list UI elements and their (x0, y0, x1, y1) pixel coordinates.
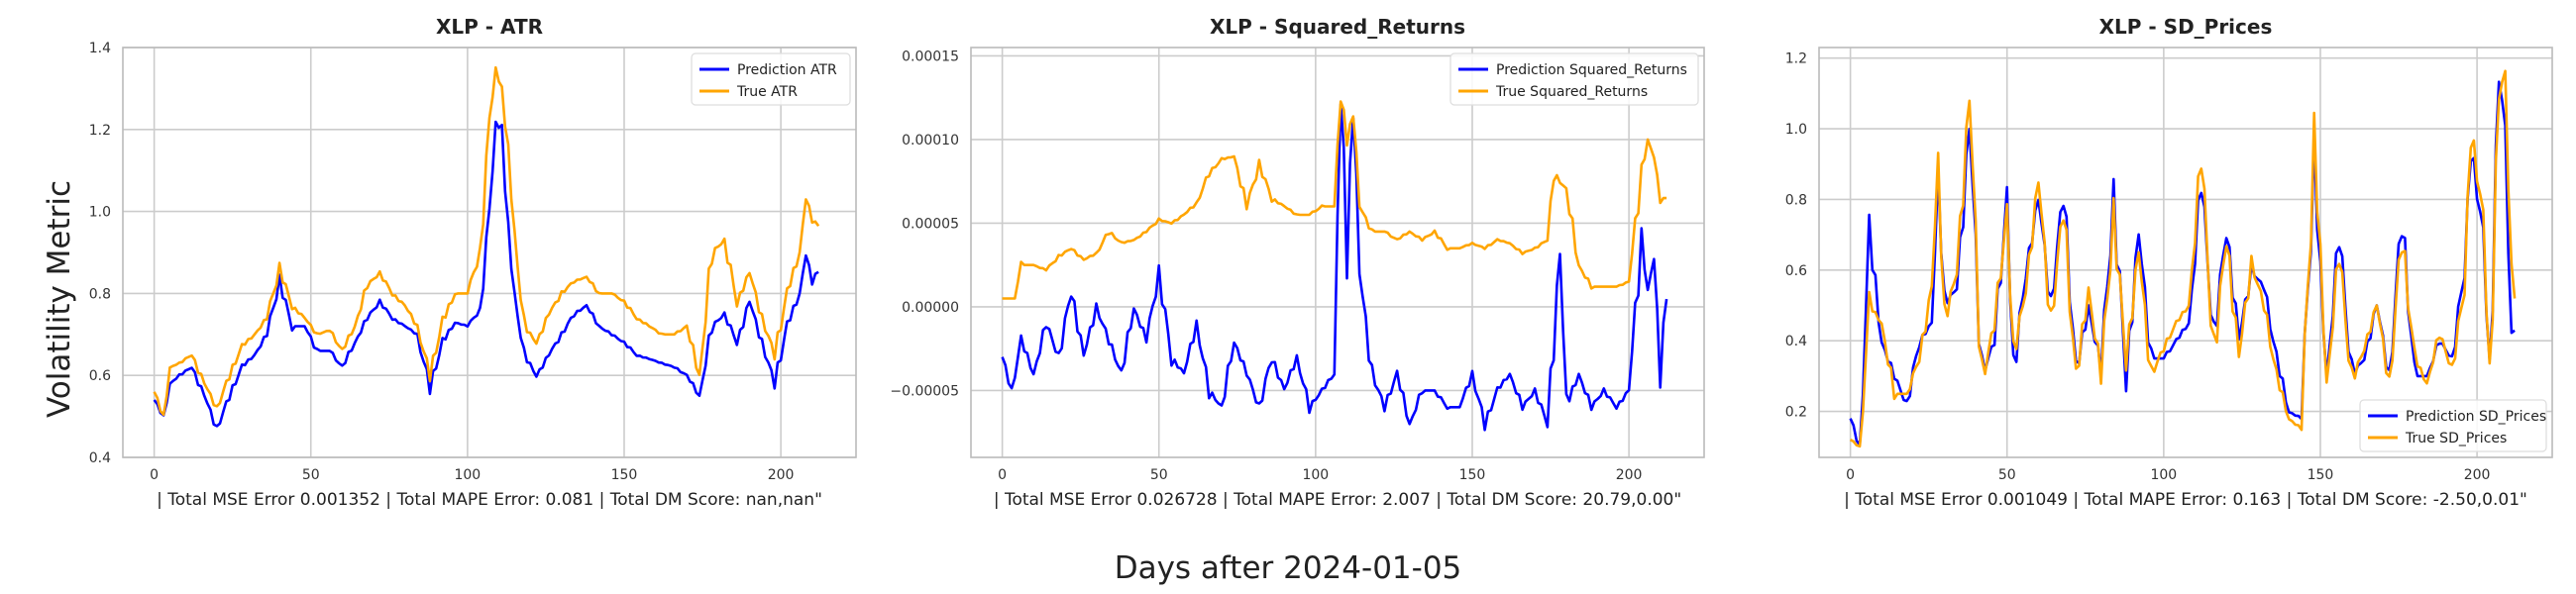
y-tick-label: 0.00005 (902, 216, 959, 232)
chart-panel-2: 0 50 100 150 200 −0.00005 0.00000 0.00005 0.0001… (890, 15, 1705, 510)
legend-entry: True ATR (736, 84, 798, 100)
legend-box (691, 52, 851, 106)
chart-panel-3: 0 50 100 150 200 0.2 0.4 0.6 0.8 1.0 1.2 XLP - SD_P… (1785, 15, 2553, 510)
legend-entry: Prediction ATR (737, 62, 837, 78)
prediction-series-line (153, 120, 819, 428)
legend-entry: Prediction Squared_Returns (1496, 62, 1687, 78)
x-tick-label: 200 (1616, 467, 1643, 483)
legend: Prediction ATR True ATR (691, 52, 851, 106)
y-tick-label: 0.00000 (902, 300, 959, 316)
legend-entry: True Squared_Returns (1495, 84, 1648, 100)
y-tick-label: 0.8 (89, 286, 111, 302)
plot-frame (122, 47, 857, 458)
true-series-line (1849, 69, 2517, 448)
y-tick-label: 1.0 (1785, 122, 1807, 138)
x-tick-label: 150 (1459, 467, 1486, 483)
legend-box (2359, 399, 2547, 452)
y-tick-label: 0.00010 (902, 133, 959, 148)
legend: Prediction SD_Prices True SD_Prices (2359, 399, 2547, 452)
x-tick-label: 100 (2150, 467, 2177, 483)
y-tick-label: 0.8 (1785, 192, 1807, 208)
plot-frame (1818, 47, 2553, 458)
x-tick-label: 0 (1846, 467, 1855, 483)
x-tick-label: 50 (302, 467, 320, 483)
x-tick-label: 0 (150, 467, 159, 483)
x-axis-label: | Total MSE Error 0.001049 | Total MAPE … (1844, 490, 2527, 510)
legend-box (1449, 52, 1699, 106)
y-tick-label: 0.4 (1785, 334, 1807, 349)
y-tick-label: 1.0 (89, 205, 111, 221)
chart-panels: 0 50 100 150 200 0.4 0.6 0.8 1.0 1.2 1.4 XLP - ATR |… (89, 15, 2553, 510)
figure-ylabel: Volatility Metric (42, 180, 77, 418)
prediction-series-line (1849, 80, 2516, 446)
y-tick-label: −0.00005 (890, 383, 959, 399)
y-tick-label: 0.2 (1785, 405, 1807, 421)
x-axis-label: | Total MSE Error 0.001352 | Total MAPE … (157, 490, 822, 510)
y-tick-label: 0.00015 (902, 49, 959, 64)
x-tick-label: 200 (768, 467, 795, 483)
y-tick-label: 0.4 (89, 450, 111, 466)
x-axis-label: | Total MSE Error 0.026728 | Total MAPE … (994, 490, 1681, 510)
x-tick-label: 150 (2308, 467, 2334, 483)
x-tick-label: 200 (2464, 467, 2491, 483)
legend-entry: True SD_Prices (2405, 431, 2507, 446)
prediction-series-line (1001, 102, 1668, 432)
x-tick-label: 50 (1998, 467, 2016, 483)
y-tick-label: 0.6 (89, 368, 111, 384)
chart-title: XLP - Squared_Returns (1210, 15, 1465, 39)
figure-xlabel: Days after 2024-01-05 (1114, 550, 1462, 586)
x-tick-label: 100 (454, 467, 481, 483)
x-tick-label: 0 (998, 467, 1007, 483)
true-series-line (153, 65, 820, 417)
chart-title: XLP - SD_Prices (2099, 15, 2273, 39)
x-tick-label: 50 (1150, 467, 1168, 483)
chart-title: XLP - ATR (436, 15, 543, 39)
legend: Prediction Squared_Returns True Squared_R… (1449, 52, 1699, 106)
plot-frame (970, 47, 1705, 458)
y-tick-label: 1.2 (89, 123, 111, 139)
true-series-line (1002, 100, 1667, 300)
x-tick-label: 100 (1302, 467, 1329, 483)
chart-panel-1: 0 50 100 150 200 0.4 0.6 0.8 1.0 1.2 1.4 XLP - ATR |… (89, 15, 857, 510)
y-tick-label: 1.2 (1785, 51, 1807, 67)
legend-entry: Prediction SD_Prices (2406, 409, 2546, 425)
y-tick-label: 1.4 (89, 41, 111, 56)
y-tick-label: 0.6 (1785, 263, 1807, 279)
x-tick-label: 150 (611, 467, 638, 483)
